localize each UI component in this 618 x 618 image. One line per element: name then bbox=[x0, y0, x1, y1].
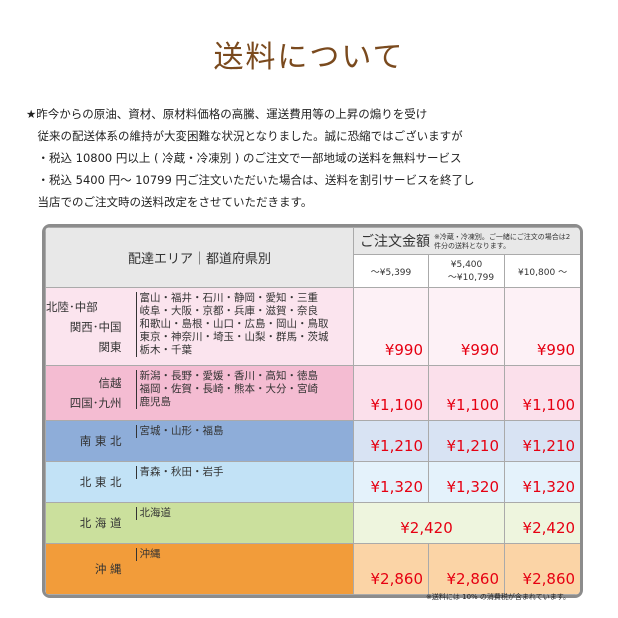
fee-row: 北 海 道 北海道 ¥2,420 ¥2,420 bbox=[45, 502, 580, 544]
footnote: ※送料には 10% の消費税が含まれています。 bbox=[426, 593, 570, 601]
area-label: 四国･九州 bbox=[69, 396, 122, 410]
notice-line: ・税込 10800 円以上 ( 冷蔵・冷凍別 ) のご注文で一部地域の送料を無料… bbox=[26, 151, 462, 165]
prefecture-line: 福岡・佐賀・長崎・熊本・大分・宮崎 bbox=[139, 383, 319, 395]
area-label: 信越 bbox=[98, 376, 122, 390]
shipping-price: ¥1,210 bbox=[428, 420, 506, 462]
area-label: 北 東 北 bbox=[79, 475, 122, 489]
area-name: 信越四国･九州 bbox=[45, 365, 132, 421]
shipping-price: ¥1,320 bbox=[504, 461, 580, 503]
fee-row: 北陸･中部 関西･中国 関東 富山・福井・石川・静岡・愛知・三重 岐阜・大阪・京都・兵庫… bbox=[45, 287, 580, 366]
area-label: 南 東 北 bbox=[79, 434, 122, 448]
area-name: 沖 縄 bbox=[45, 543, 132, 595]
area-header: 配達エリア｜都道府県別 bbox=[45, 227, 355, 288]
prefecture-list: 富山・福井・石川・静岡・愛知・三重 岐阜・大阪・京都・兵庫・滋賀・奈良 和歌山・島根… bbox=[131, 287, 355, 366]
shipping-price: ¥1,320 bbox=[353, 461, 430, 503]
area-label: 沖 縄 bbox=[94, 562, 122, 576]
prefecture-list: 新潟・長野・愛媛・香川・高知・徳島 福岡・佐賀・長崎・熊本・大分・宮崎 鹿児島 bbox=[131, 365, 355, 421]
prefecture-wrap: 沖縄 bbox=[135, 548, 352, 561]
prefecture-wrap: 北海道 bbox=[135, 507, 352, 520]
shipping-price: ¥2,860 bbox=[428, 543, 506, 595]
page-title: 送料について bbox=[213, 40, 405, 75]
fee-row: 北 東 北青森・秋田・岩手 ¥1,320 ¥1,320 ¥1,320 bbox=[45, 461, 580, 503]
notice-line: 当店でのご注文時の送料改定をさせていただきます。 bbox=[26, 195, 313, 209]
prefecture-line: 青森・秋田・岩手 bbox=[139, 466, 224, 478]
order-total-header: ご注文金額 ※冷蔵・冷凍別。ご一緒にご注文の場合は2件分の送料となります。 bbox=[353, 227, 580, 255]
order-total-note: ※冷蔵・冷凍別。ご一緒にご注文の場合は2件分の送料となります。 bbox=[434, 233, 571, 250]
prefecture-list: 北海道 bbox=[131, 502, 355, 544]
prefecture-line: 東京・神奈川・埼玉・山梨・群馬・茨城 bbox=[139, 331, 329, 343]
fee-row: 沖 縄沖縄 ¥2,860 ¥2,860 ¥2,860 bbox=[45, 543, 580, 595]
prefecture-wrap: 富山・福井・石川・静岡・愛知・三重 岐阜・大阪・京都・兵庫・滋賀・奈良 和歌山・島根… bbox=[135, 292, 352, 357]
shipping-price: ¥1,210 bbox=[353, 420, 430, 462]
shipping-price: ¥2,860 bbox=[353, 543, 430, 595]
shipping-price: ¥1,100 bbox=[504, 365, 580, 421]
prefecture-wrap: 宮城・山形・福島 bbox=[135, 425, 352, 438]
order-total-label: ご注文金額 bbox=[360, 234, 431, 250]
prefecture-line: 鹿児島 bbox=[139, 396, 172, 408]
area-label: 関東 bbox=[98, 339, 122, 354]
area-label: 北 海 道 bbox=[79, 516, 122, 530]
prefecture-list: 沖縄 bbox=[131, 543, 355, 595]
shipping-fee-table: 配達エリア｜都道府県別 ご注文金額 ※冷蔵・冷凍別。ご一緒にご注文の場合は2件分の… bbox=[42, 224, 583, 598]
notice-line: ★昨今からの原油、資材、原材料価格の高騰、運送費用等の上昇の煽りを受け bbox=[26, 107, 428, 121]
shipping-price: ¥1,320 bbox=[428, 461, 506, 503]
area-label: 関西･中国 bbox=[69, 319, 122, 334]
shipping-price: ¥2,420 bbox=[353, 502, 506, 544]
area-name: 北陸･中部関西･中国関東 bbox=[45, 287, 132, 366]
prefecture-wrap: 青森・秋田・岩手 bbox=[135, 466, 352, 479]
shipping-price: ¥1,210 bbox=[504, 420, 580, 462]
area-name: 北 海 道 bbox=[45, 502, 132, 544]
prefecture-line: 宮城・山形・福島 bbox=[139, 425, 224, 437]
shipping-price: ¥2,860 bbox=[504, 543, 580, 595]
price-column-header: ¥5,400 ～¥10,799 bbox=[428, 254, 506, 288]
prefecture-line: 北海道 bbox=[139, 507, 172, 519]
price-column-header: ～¥5,399 bbox=[353, 254, 430, 288]
price-column-header: ¥10,800 ～ bbox=[504, 254, 580, 288]
shipping-price: ¥990 bbox=[428, 287, 506, 366]
prefecture-line: 富山・福井・石川・静岡・愛知・三重 bbox=[139, 292, 319, 304]
prefecture-list: 宮城・山形・福島 bbox=[131, 420, 355, 462]
area-label: 北陸･中部 bbox=[46, 299, 98, 314]
shipping-price: ¥990 bbox=[504, 287, 580, 366]
prefecture-line: 沖縄 bbox=[139, 548, 161, 560]
shipping-price: ¥1,100 bbox=[428, 365, 506, 421]
prefecture-list: 青森・秋田・岩手 bbox=[131, 461, 355, 503]
shipping-price: ¥2,420 bbox=[504, 502, 580, 544]
prefecture-line: 岐阜・大阪・京都・兵庫・滋賀・奈良 bbox=[139, 305, 319, 317]
prefecture-wrap: 新潟・長野・愛媛・香川・高知・徳島 福岡・佐賀・長崎・熊本・大分・宮崎 鹿児島 bbox=[135, 370, 352, 409]
notice-text: ★昨今からの原油、資材、原材料価格の高騰、運送費用等の上昇の煽りを受け 従来の配… bbox=[26, 103, 474, 213]
fee-row: 信越 四国･九州 新潟・長野・愛媛・香川・高知・徳島 福岡・佐賀・長崎・熊本・大分・宮… bbox=[45, 365, 580, 421]
shipping-price: ¥990 bbox=[353, 287, 430, 366]
prefecture-line: 和歌山・島根・山口・広島・岡山・鳥取 bbox=[139, 318, 329, 330]
fee-row: 南 東 北宮城・山形・福島 ¥1,210 ¥1,210 ¥1,210 bbox=[45, 420, 580, 462]
prefecture-line: 栃木・千葉 bbox=[139, 344, 193, 356]
area-name: 南 東 北 bbox=[45, 420, 132, 462]
notice-line: 従来の配送体系の維持が大変困難な状況となりました。誠に恐縮ではございますが bbox=[26, 129, 463, 143]
area-name: 北 東 北 bbox=[45, 461, 132, 503]
shipping-price: ¥1,100 bbox=[353, 365, 430, 421]
prefecture-line: 新潟・長野・愛媛・香川・高知・徳島 bbox=[139, 370, 319, 382]
notice-line: ・税込 5400 円～ 10799 円ご注文いただいた場合は、送料を割引サービス… bbox=[26, 173, 475, 187]
